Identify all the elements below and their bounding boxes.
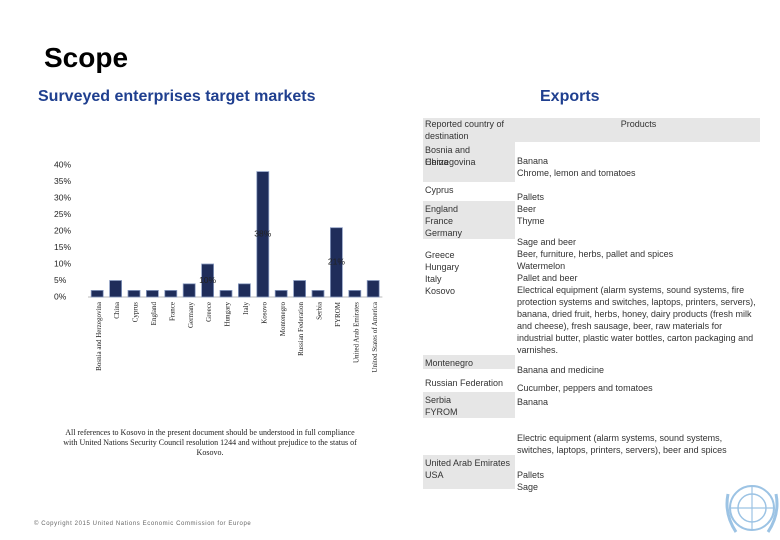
bar: [145, 289, 159, 298]
chart-heading: Surveyed enterprises target markets: [38, 88, 316, 105]
bar: [182, 283, 196, 298]
x-tick-label: Greece: [205, 302, 213, 322]
x-tick-label: Bosnia and Herzegovina: [95, 301, 103, 371]
y-tick-label: 15%: [54, 242, 71, 252]
country: FYROM: [425, 407, 458, 417]
table-heading: Exports: [540, 88, 600, 105]
y-tick-label: 0%: [54, 291, 67, 301]
country: USA: [425, 470, 444, 480]
product: Banana and medicine: [517, 365, 605, 375]
x-tick-label: Cyprus: [132, 302, 140, 323]
data-label: 10%: [199, 275, 216, 285]
x-tick-label: Germany: [187, 302, 195, 329]
row-band: [423, 455, 515, 489]
product: Banana: [517, 156, 549, 166]
header-band: [423, 118, 760, 142]
slide-title: Scope: [44, 42, 129, 73]
x-tick-label: Serbia: [316, 301, 324, 320]
product: Sage: [517, 482, 539, 492]
x-tick-label: Kosovo: [260, 302, 268, 324]
bar: [329, 227, 343, 298]
product: Electric equipment (alarm systems, sound…: [517, 433, 727, 455]
country: United Arab Emirates: [425, 458, 511, 468]
bar: [127, 289, 141, 298]
x-tick-label: United Arab Emirates: [352, 302, 360, 363]
x-tick-label: Italy: [242, 302, 250, 315]
bar: [90, 289, 104, 298]
bar: [348, 289, 362, 298]
product: Cucumber, peppers and tomatoes: [517, 383, 653, 393]
bar: [366, 280, 380, 298]
x-tick-label: France: [168, 302, 176, 321]
bar: [274, 289, 288, 298]
bar: [311, 289, 325, 298]
un-logo: [725, 485, 779, 533]
header-cell: Reported country of destination: [425, 119, 505, 141]
row-band: [423, 392, 515, 418]
data-label: 21%: [328, 257, 345, 267]
copyright: © Copyright 2015 United Nations Economic…: [34, 521, 252, 527]
product: Pallets: [517, 470, 545, 480]
y-tick-label: 5%: [54, 275, 67, 285]
country: France: [425, 216, 454, 226]
bar: [237, 283, 251, 298]
x-tick-label: Hungary: [224, 302, 232, 327]
bar: [164, 289, 178, 298]
chart: 0% 5% 10% 15% 20% 25% 30% 35% 40% Bosnia and Herz…: [54, 159, 383, 373]
country: Russian Federation: [425, 378, 504, 388]
country: Bosnia and Herzegovina: [425, 145, 476, 167]
x-tick-label: China: [113, 301, 121, 319]
product: Thyme: [517, 216, 545, 226]
country: Greece: [425, 250, 455, 260]
y-tick-label: 40%: [54, 159, 71, 169]
footnote: All references to Kosovo in the present …: [63, 428, 357, 457]
product: Watermelon: [517, 261, 566, 271]
product: Pallet and beer: [517, 273, 578, 283]
product: Sage and beer: [517, 237, 577, 247]
row-band: [423, 142, 515, 182]
x-tick-label: United States of America: [371, 301, 379, 372]
country: Italy: [425, 274, 442, 284]
country: Germany: [425, 228, 463, 238]
row-band: [423, 355, 515, 369]
product: Electrical equipment (alarm systems, sou…: [517, 285, 756, 355]
bar: [293, 280, 307, 298]
x-tick-label: FYROM: [334, 301, 342, 327]
product: Chrome, lemon and tomatoes: [517, 168, 636, 178]
bar: [201, 263, 215, 298]
y-tick-label: 25%: [54, 209, 71, 219]
x-tick-label: England: [150, 302, 158, 326]
bar: [109, 280, 122, 298]
header-cell: Products: [620, 119, 657, 129]
x-tick-label: Montenegro: [279, 302, 287, 337]
data-label: 38%: [254, 229, 271, 239]
country: Montenegro: [425, 358, 474, 368]
x-tick-label: Russian Federation: [297, 302, 305, 356]
product: Beer: [517, 204, 537, 214]
product: Pallets: [517, 192, 545, 202]
y-tick-label: 35%: [54, 176, 71, 186]
country: Kosovo: [425, 286, 456, 296]
country: Serbia: [425, 395, 452, 405]
bar: [219, 289, 233, 298]
row-band: [423, 201, 515, 239]
product: Banana: [517, 397, 549, 407]
bar: [256, 171, 270, 298]
y-tick-label: 10%: [54, 258, 71, 268]
y-tick-label: 20%: [54, 225, 71, 235]
country: China: [425, 157, 449, 167]
product: Beer, furniture, herbs, pallet and spice…: [517, 249, 674, 259]
country: England: [425, 204, 459, 214]
y-tick-label: 30%: [54, 192, 71, 202]
country: Cyprus: [425, 185, 454, 195]
country: Hungary: [425, 262, 460, 272]
